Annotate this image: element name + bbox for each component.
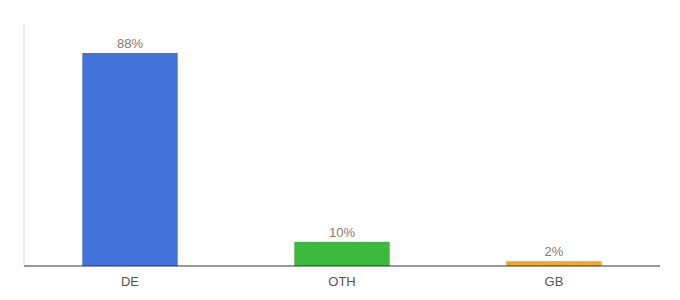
- bars: [82, 53, 601, 266]
- chart-container: 88% 10% 2% DE OTH GB: [0, 0, 680, 300]
- x-tick-label: OTH: [328, 274, 355, 289]
- data-label: 88%: [117, 36, 143, 51]
- data-label: 10%: [329, 225, 355, 240]
- chart: 88% 10% 2% DE OTH GB: [0, 0, 680, 300]
- x-axis-line: [24, 266, 660, 267]
- x-tick-label: GB: [545, 274, 564, 289]
- bar: [82, 53, 177, 266]
- bar: [506, 261, 601, 266]
- data-label: 2%: [545, 244, 564, 259]
- bar: [294, 242, 389, 266]
- y-axis-line: [24, 24, 25, 266]
- x-tick-label: DE: [121, 274, 139, 289]
